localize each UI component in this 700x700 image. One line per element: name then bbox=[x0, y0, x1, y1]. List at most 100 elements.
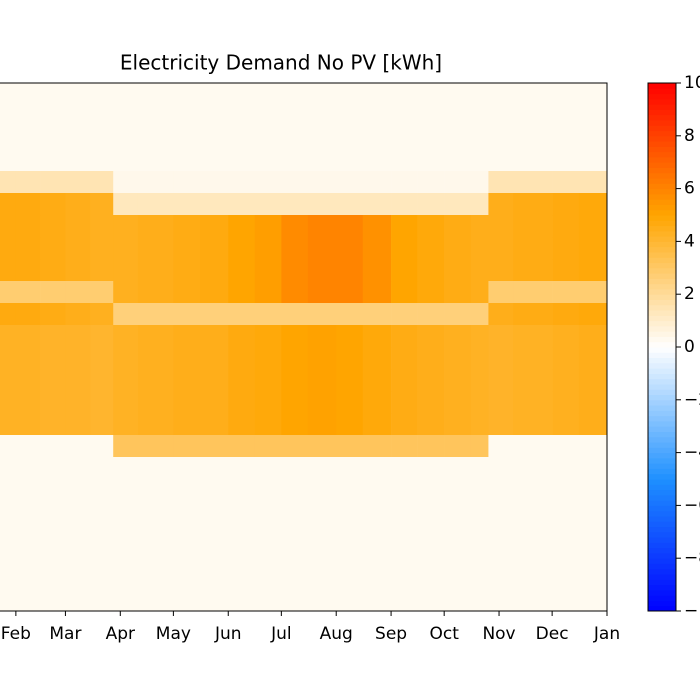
heatmap-cell bbox=[513, 171, 553, 194]
heatmap-cell bbox=[391, 325, 418, 348]
heatmap-cell bbox=[417, 413, 445, 436]
heatmap-cell bbox=[281, 457, 309, 480]
heatmap-cell bbox=[362, 237, 392, 260]
x-tick-label: Jul bbox=[270, 624, 292, 644]
heatmap-cell bbox=[391, 193, 418, 216]
heatmap-cell bbox=[254, 149, 282, 172]
heatmap-cell bbox=[113, 259, 139, 282]
heatmap-cell bbox=[173, 457, 201, 480]
colorbar-segment bbox=[648, 183, 676, 190]
heatmap-cell bbox=[417, 237, 445, 260]
colorbar-segment bbox=[648, 156, 676, 163]
heatmap-cell bbox=[0, 545, 17, 568]
heatmap-cell bbox=[15, 523, 41, 546]
heatmap-cell bbox=[90, 479, 114, 502]
colorbar-segment bbox=[648, 304, 676, 311]
colorbar-segment bbox=[648, 225, 676, 232]
heatmap-cell bbox=[15, 325, 41, 348]
heatmap-cell bbox=[65, 83, 91, 106]
colorbar-segment bbox=[648, 537, 676, 543]
colorbar-segment bbox=[648, 288, 676, 295]
heatmap-cell bbox=[391, 83, 418, 106]
colorbar-segment bbox=[648, 600, 676, 607]
heatmap-cell bbox=[307, 171, 337, 194]
colorbar-tick-label: 10 bbox=[684, 73, 700, 93]
heatmap-cell bbox=[444, 589, 472, 612]
heatmap-cell bbox=[173, 105, 201, 128]
heatmap-cell bbox=[40, 281, 66, 304]
heatmap-cell bbox=[40, 479, 66, 502]
heatmap-cell bbox=[0, 479, 17, 502]
heatmap-cell bbox=[40, 347, 66, 370]
heatmap-cell bbox=[578, 127, 608, 150]
colorbar-segment bbox=[648, 325, 676, 332]
heatmap-cell bbox=[391, 413, 418, 436]
heatmap-cell bbox=[228, 435, 256, 458]
heatmap-cell bbox=[0, 501, 17, 524]
heatmap-cell bbox=[40, 589, 66, 612]
heatmap-cell bbox=[552, 215, 579, 238]
heatmap-cell bbox=[513, 281, 553, 304]
heatmap-cell bbox=[15, 171, 41, 194]
colorbar-segment bbox=[648, 473, 676, 480]
colorbar-segment bbox=[648, 362, 676, 369]
heatmap-cell bbox=[90, 259, 114, 282]
heatmap-cell bbox=[0, 391, 17, 414]
heatmap-cell bbox=[362, 545, 392, 568]
heatmap-cell bbox=[199, 457, 229, 480]
heatmap-cell bbox=[488, 303, 514, 326]
colorbar-segment bbox=[648, 220, 676, 227]
heatmap-cell bbox=[417, 567, 445, 590]
heatmap-cell bbox=[15, 127, 41, 150]
heatmap-cell bbox=[513, 325, 553, 348]
heatmap-cell bbox=[254, 303, 282, 326]
heatmap-cell bbox=[254, 259, 282, 282]
heatmap-cell bbox=[113, 457, 139, 480]
heatmap-cell bbox=[417, 193, 445, 216]
heatmap-cell bbox=[228, 369, 256, 392]
colorbar-segment bbox=[648, 178, 676, 184]
colorbar-segment bbox=[648, 146, 676, 153]
heatmap-cell bbox=[336, 259, 364, 282]
heatmap-cell bbox=[90, 127, 114, 150]
heatmap-cell bbox=[113, 105, 139, 128]
heatmap-cell bbox=[254, 501, 282, 524]
heatmap-cell bbox=[281, 171, 309, 194]
heatmap-cell bbox=[15, 457, 41, 480]
colorbar-segment bbox=[648, 526, 676, 533]
heatmap-cell bbox=[173, 303, 201, 326]
heatmap-cell bbox=[254, 215, 282, 238]
heatmap-cell bbox=[552, 105, 579, 128]
heatmap-cell bbox=[336, 237, 364, 260]
colorbar-segment bbox=[648, 378, 676, 385]
heatmap-cell bbox=[488, 237, 514, 260]
colorbar-segment bbox=[648, 547, 676, 554]
heatmap-cell bbox=[15, 259, 41, 282]
heatmap-cell bbox=[40, 259, 66, 282]
heatmap-cell bbox=[90, 171, 114, 194]
heatmap-cell bbox=[113, 479, 139, 502]
colorbar-segment bbox=[648, 500, 676, 506]
heatmap-cell bbox=[65, 435, 91, 458]
heatmap-cell bbox=[228, 545, 256, 568]
colorbar-segment bbox=[648, 199, 676, 205]
heatmap-cell bbox=[113, 369, 139, 392]
heatmap-cell bbox=[137, 105, 174, 128]
heatmap-cell bbox=[137, 479, 174, 502]
heatmap-cell bbox=[391, 237, 418, 260]
heatmap-cell bbox=[228, 567, 256, 590]
heatmap-cell bbox=[281, 435, 309, 458]
heatmap-cell bbox=[552, 193, 579, 216]
heatmap-cell bbox=[40, 567, 66, 590]
colorbar-segment bbox=[648, 595, 676, 601]
heatmap-cell bbox=[15, 303, 41, 326]
heatmap-cell bbox=[417, 347, 445, 370]
heatmap-cell bbox=[578, 215, 608, 238]
heatmap-cell bbox=[15, 391, 41, 414]
heatmap-cell bbox=[488, 171, 514, 194]
heatmap-cell bbox=[578, 303, 608, 326]
heatmap-cell bbox=[552, 171, 579, 194]
heatmap-cell bbox=[552, 391, 579, 414]
heatmap-cell bbox=[307, 545, 337, 568]
heatmap-cell bbox=[444, 457, 472, 480]
